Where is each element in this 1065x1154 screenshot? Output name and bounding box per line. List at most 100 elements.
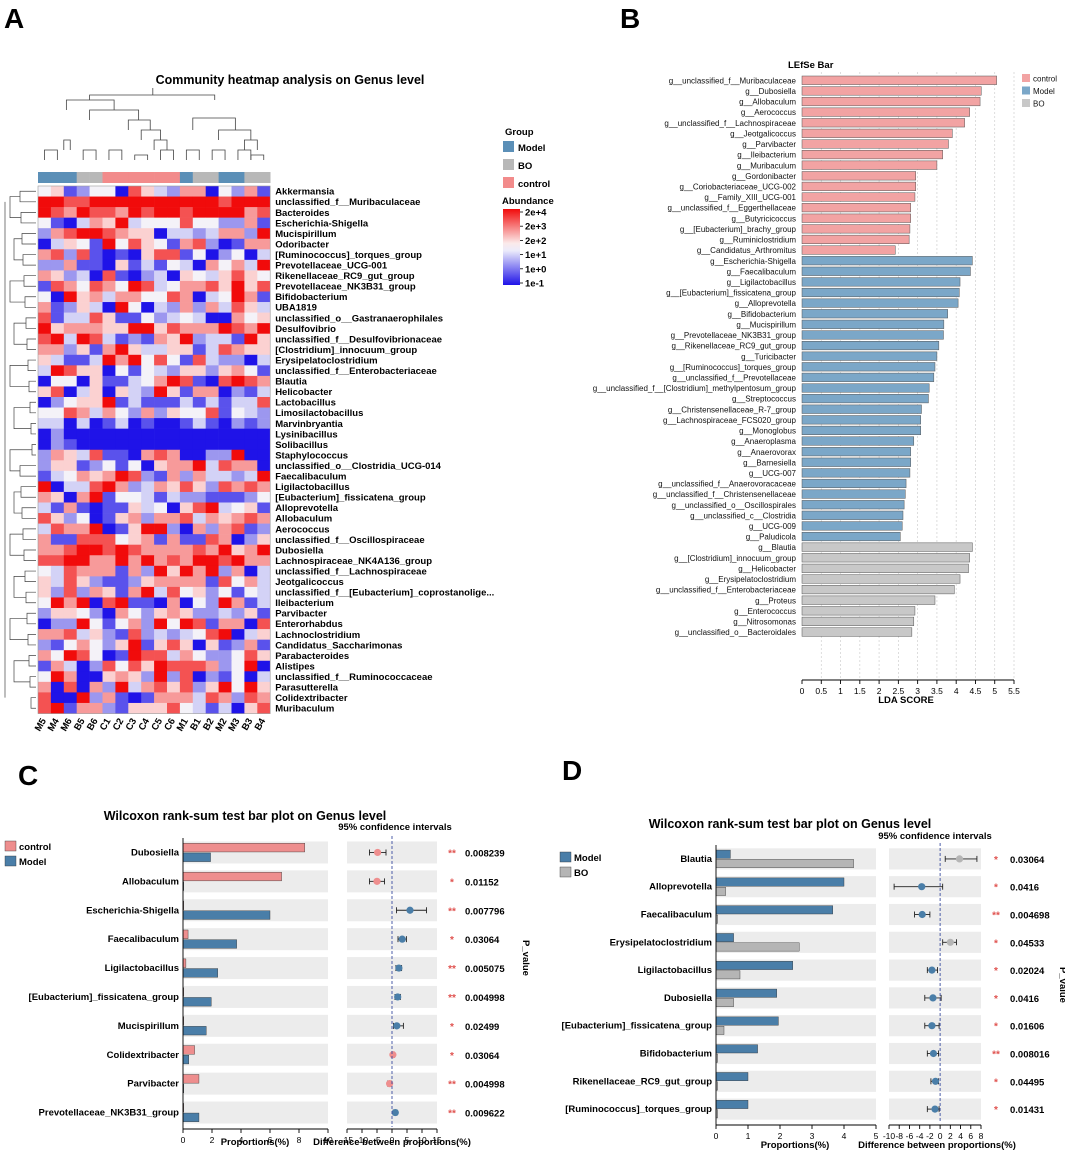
ci-point [929,994,937,1002]
bar-control [182,871,282,882]
heatmap-cell [244,217,258,229]
ci-point [929,1049,938,1058]
heatmap-cell [167,702,181,714]
heatmap-cell [63,586,77,598]
heatmap-cell [89,196,103,208]
heatmap-cell [167,428,181,440]
heatmap-cell [179,323,194,334]
dendrogram-branch [27,359,36,371]
heatmap-cell [218,196,232,208]
heatmap-cell [244,238,258,250]
heatmap-column-label: C2 [111,717,127,733]
heatmap-cell [257,439,271,451]
row-stripe [183,1014,328,1037]
heatmap-cell [167,544,181,556]
group-legend-label: control [518,179,550,190]
ci-axis-tick-label: -6 [906,1131,914,1141]
heatmap-cell [50,291,65,303]
lefse-bar-label: g__unclassified_f__Muribaculaceae [669,76,797,85]
abundance-legend-title: Abundance [502,196,554,207]
dendrogram-branch [250,154,265,160]
heatmap-cell [167,439,181,451]
wilcoxon-d-xlabel: Proportions(%) [761,1140,830,1151]
heatmap-cell [141,491,155,503]
dendrogram-branch [31,444,36,456]
heatmap-cell [179,481,194,493]
heatmap-cell [115,565,129,577]
heatmap-cell [63,608,77,619]
heatmap-cell [38,586,52,598]
heatmap-cell [115,375,129,387]
heatmap-cell [154,502,168,514]
heatmap-cell [76,660,90,672]
ci-point [918,910,926,919]
lefse-legend-label: Model [1033,87,1055,96]
heatmap-cell [205,502,219,514]
heatmap-cell [63,555,77,567]
heatmap-column-label: B6 [85,717,101,733]
heatmap-cell [38,544,52,556]
heatmap-cell [257,513,271,524]
heatmap-cell [63,439,77,451]
dendrogram-branch [13,576,26,598]
significance-stars: ** [992,1050,1000,1061]
heatmap-cell [218,629,232,640]
heatmap-cell [50,608,65,619]
heatmap-cell [102,238,116,250]
heatmap-cell [89,207,103,218]
heatmap-cell [141,249,155,261]
lefse-bar-label: g__Streptococcus [732,395,796,404]
heatmap-cell [76,460,90,472]
significance-stars: ** [448,906,456,917]
dendrogram-branch [25,317,36,329]
heatmap-cell [50,397,65,408]
heatmap-cell [76,344,90,356]
heatmap-cell [38,238,52,250]
heatmap-cell [179,207,194,218]
heatmap-cell [192,470,206,482]
heatmap-cell [38,618,52,630]
dendrogram-branch [9,618,28,640]
heatmap-cell [205,270,219,282]
heatmap-row-label: Colidextribacter [275,693,348,704]
heatmap-cell [115,249,129,261]
heatmap-cell [50,217,65,229]
heatmap-cell [244,470,258,482]
heatmap-cell [231,576,245,588]
heatmap-cell [50,323,65,334]
lefse-bar-label: g__Anaeroplasma [731,437,796,446]
group-bar-cell-M4 [50,172,65,183]
heatmap-cell [192,196,206,208]
heatmap-cell [231,565,245,577]
heatmap-cell [115,386,129,398]
heatmap-cell [231,418,245,429]
heatmap-cell [50,207,65,218]
heatmap-cell [63,186,77,197]
dendrogram-branch [192,117,236,130]
heatmap-cell [231,323,245,334]
dendrogram-branch [21,507,36,519]
heatmap-cell [205,386,219,398]
heatmap-cell [115,513,129,524]
group-bar-cell-M1 [179,172,194,183]
ci-point [395,964,403,972]
p-value: 0.005075 [465,964,505,975]
heatmap-cell [179,291,194,303]
heatmap-cell [218,449,232,461]
heatmap-cell [89,565,103,577]
heatmap-cell [192,344,206,356]
ci-axis-tick-label: 5 [405,1135,410,1145]
heatmap-cell [76,576,90,588]
heatmap-cell [38,333,52,345]
legend-swatch [4,840,17,852]
bar-Model [715,1072,749,1081]
heatmap-cell [128,186,142,197]
heatmap-cell [63,513,77,524]
heatmap-cell [179,586,194,598]
abundance-tick-label: 2e+4 [525,208,547,219]
significance-stars: * [994,883,998,894]
heatmap-cell [154,249,168,261]
lefse-title: LEfSe Bar [788,60,834,71]
